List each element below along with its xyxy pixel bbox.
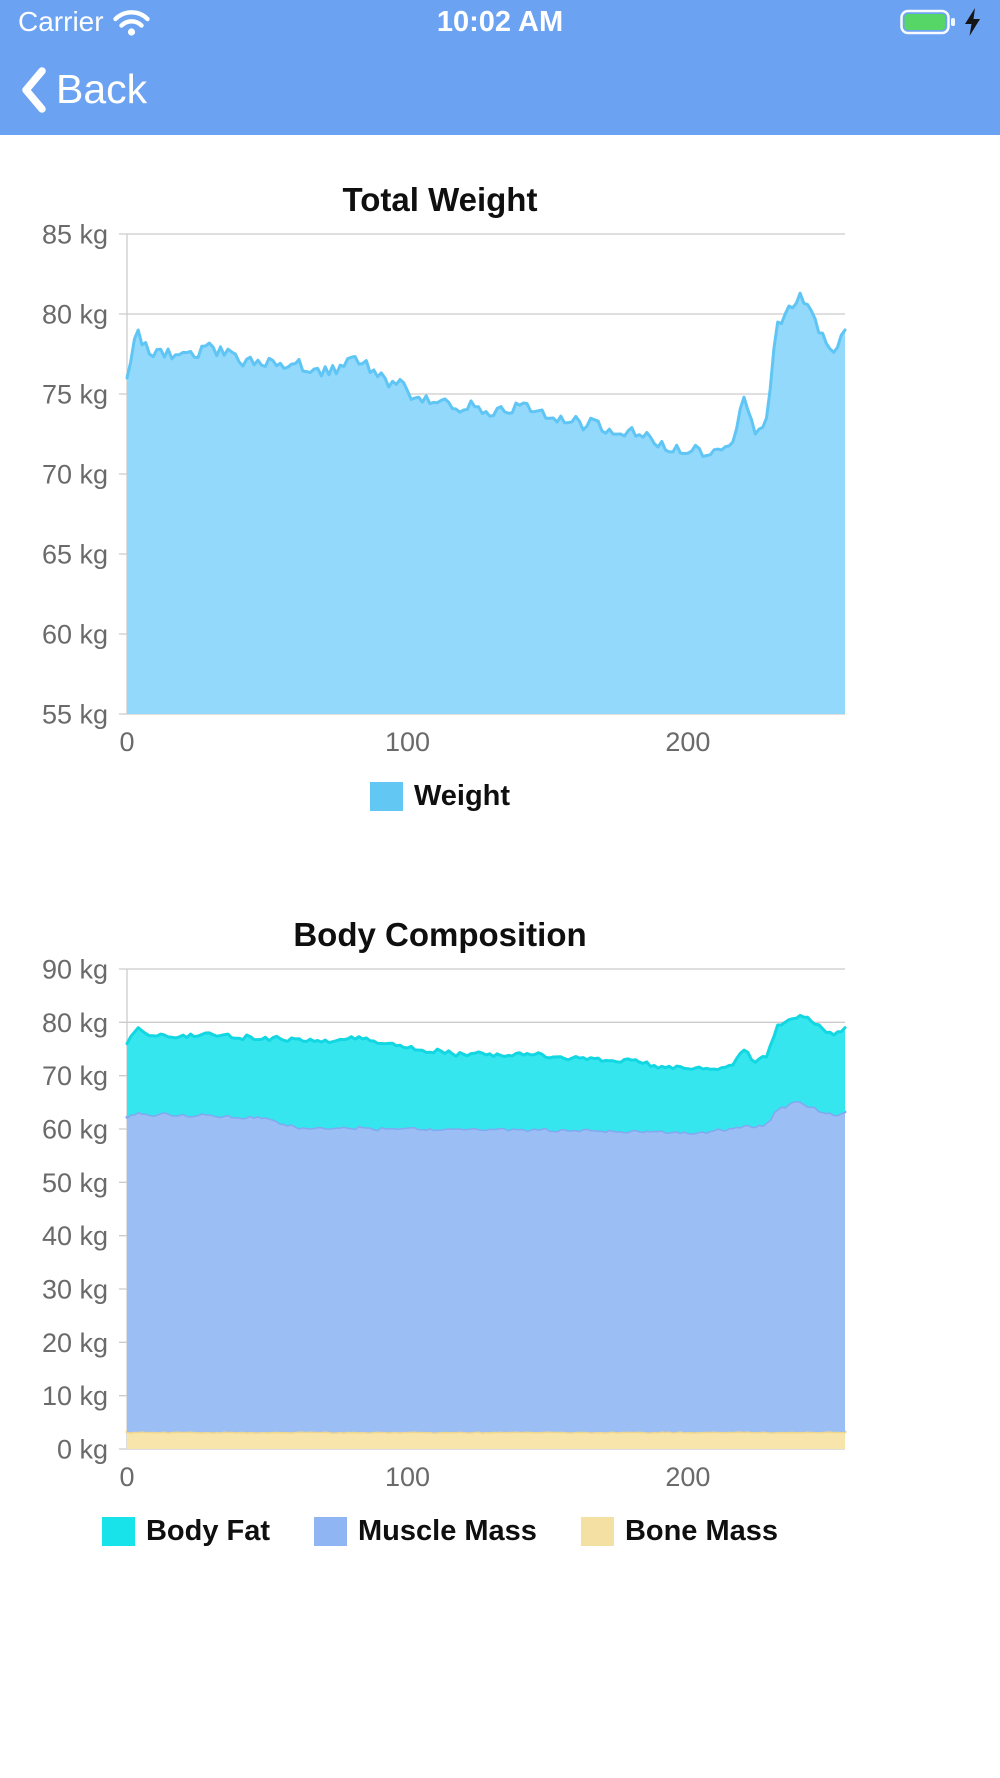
- legend-item-body-fat: Body Fat: [101, 1515, 271, 1548]
- x-tick-label: 0: [119, 1462, 134, 1492]
- chart-title-total-weight: Total Weight: [342, 181, 538, 218]
- wifi-icon: [112, 10, 150, 36]
- y-tick-label: 30 kg: [42, 1275, 108, 1305]
- area-body-fat: [127, 1015, 845, 1134]
- total-weight-area-chart: 85 kg 80 kg 75 kg 70 kg 65 kg 60 kg 55 kg 0 100 2…: [42, 224, 847, 757]
- total-weight-chart-section: Total Weight 85 kg 80 kg 75 kg 70 kg 65 kg 60…: [0, 180, 880, 813]
- x-tick-label: 100: [385, 1462, 430, 1492]
- y-tick-label: 70 kg: [42, 1061, 108, 1091]
- legend-item-bone-mass: Bone Mass: [580, 1515, 779, 1548]
- area-weight: [127, 293, 845, 714]
- y-tick-label: 90 kg: [42, 959, 108, 985]
- y-tick-label: 20 kg: [42, 1328, 108, 1358]
- y-tick-label: 55 kg: [42, 700, 108, 730]
- y-tick-label: 80 kg: [42, 300, 108, 330]
- y-tick-label: 10 kg: [42, 1381, 108, 1411]
- battery-icon: [900, 9, 955, 35]
- y-tick-label: 65 kg: [42, 540, 108, 570]
- carrier-label: Carrier: [18, 6, 104, 37]
- y-tick-label: 0 kg: [57, 1435, 108, 1465]
- nav-bar: Back: [0, 44, 1000, 135]
- content: Total Weight 85 kg 80 kg 75 kg 70 kg 65 kg 60…: [0, 135, 1000, 1548]
- y-tick-label: 60 kg: [42, 620, 108, 650]
- back-chevron-icon: [22, 66, 46, 113]
- legend-item-weight: Weight: [369, 780, 511, 813]
- body-composition-legend: Body Fat Muscle Mass Bone Mass: [0, 1515, 880, 1548]
- y-tick-label: 40 kg: [42, 1221, 108, 1251]
- y-tick-label: 85 kg: [42, 224, 108, 250]
- x-tick-label: 0: [119, 727, 134, 757]
- status-left: Carrier: [18, 6, 150, 38]
- y-tick-label: 80 kg: [42, 1008, 108, 1038]
- line-body-fat: [125, 1013, 847, 1072]
- status-time: 10:02 AM: [436, 5, 564, 38]
- legend-item-muscle-mass: Muscle Mass: [314, 1515, 537, 1548]
- area-muscle-mass: [127, 1101, 845, 1433]
- x-tick-label: 200: [665, 727, 710, 757]
- legend-label-muscle-mass: Muscle Mass: [358, 1515, 537, 1547]
- total-weight-legend: Weight: [0, 780, 880, 813]
- y-tick-label: 50 kg: [42, 1168, 108, 1198]
- legend-swatch-body-fat: [101, 1517, 135, 1546]
- y-tick-label: 60 kg: [42, 1115, 108, 1145]
- chart-title-body-composition: Body Composition: [293, 916, 587, 953]
- charging-bolt-icon: [965, 8, 980, 36]
- status-bar: Carrier 10:02 AM: [0, 0, 1000, 44]
- back-button[interactable]: Back: [20, 66, 147, 113]
- back-label: Back: [56, 66, 148, 112]
- legend-swatch-muscle-mass: [314, 1517, 348, 1546]
- line-weight: [125, 291, 847, 458]
- legend-label-weight: Weight: [413, 780, 511, 812]
- legend-label-body-fat: Body Fat: [145, 1515, 271, 1547]
- status-right: [900, 7, 982, 37]
- legend-swatch-weight: [369, 782, 403, 811]
- y-tick-label: 75 kg: [42, 380, 108, 410]
- area-bone-mass: [127, 1431, 845, 1449]
- x-tick-label: 200: [665, 1462, 710, 1492]
- app-header: Carrier 10:02 AM Back: [0, 0, 1000, 135]
- legend-label-bone-mass: Bone Mass: [624, 1515, 779, 1547]
- legend-swatch-bone-mass: [580, 1517, 614, 1546]
- y-tick-label: 70 kg: [42, 460, 108, 490]
- x-tick-label: 100: [385, 727, 430, 757]
- body-composition-stacked-area-chart: 90 kg 80 kg 70 kg 60 kg 50 kg 40 kg 30 kg 20 kg…: [42, 959, 847, 1492]
- body-composition-chart-section: Body Composition 90 kg 80 kg 70 kg 60 kg 50 …: [0, 915, 880, 1548]
